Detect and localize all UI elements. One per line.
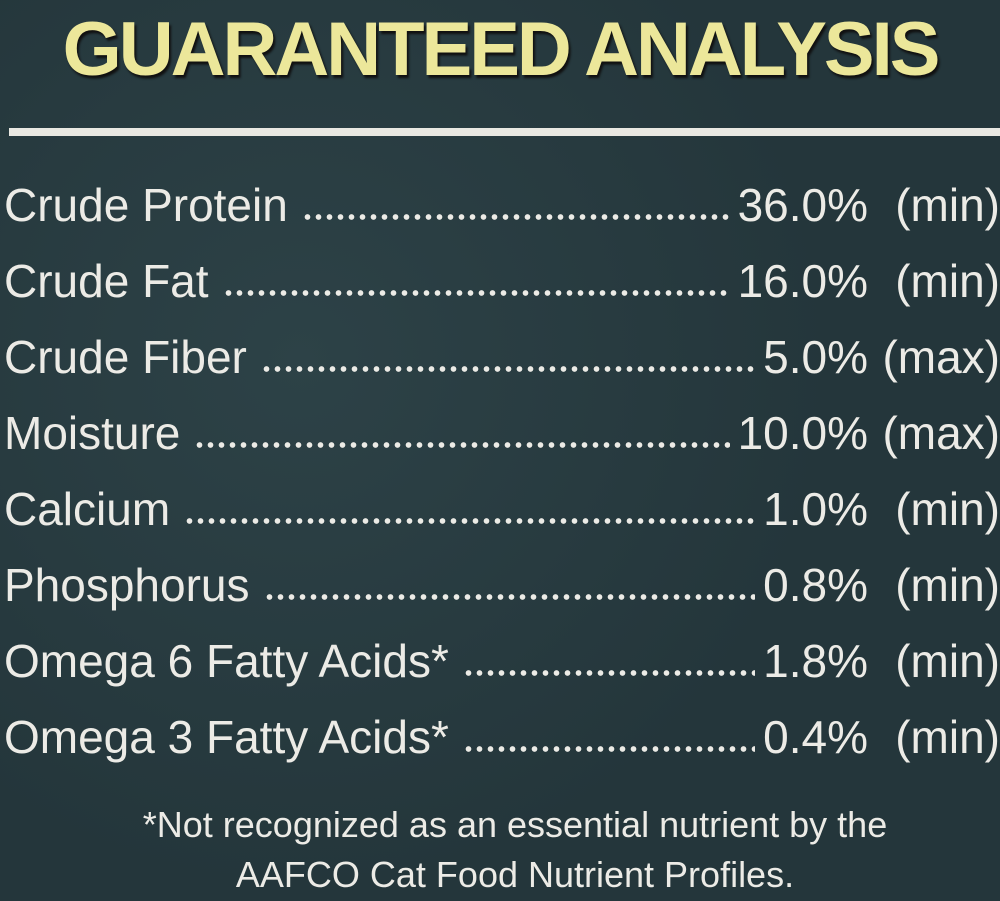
table-row: Crude Fat 16.0% (min) — [4, 254, 1000, 330]
leader-dots — [462, 745, 756, 753]
nutrient-unit: (max) — [882, 331, 1000, 383]
table-row: Omega 6 Fatty Acids* 1.8% (min) — [4, 634, 1000, 710]
nutrient-value: 10.0% — [737, 407, 868, 459]
leader-dots — [263, 593, 756, 601]
nutrient-name: Phosphorus — [4, 559, 250, 611]
leader-dots — [194, 441, 730, 449]
table-row: Phosphorus 0.8% (min) — [4, 558, 1000, 634]
leader-dots — [462, 669, 756, 677]
table-row: Crude Fiber 5.0% (max) — [4, 330, 1000, 406]
table-row: Omega 3 Fatty Acids* 0.4% (min) — [4, 710, 1000, 786]
leader-dots — [260, 365, 756, 373]
nutrient-name: Crude Fat — [4, 255, 209, 307]
nutrient-name: Crude Fiber — [4, 331, 247, 383]
leader-dots — [301, 213, 730, 221]
footnote-line: AAFCO Cat Food Nutrient Profiles. — [235, 854, 795, 895]
footnote-line: *Not recognized as an essential nutrient… — [142, 804, 888, 845]
nutrient-unit: (min) — [895, 179, 1000, 231]
nutrient-name: Moisture — [4, 407, 181, 459]
nutrient-unit: (max) — [882, 407, 1000, 459]
leader-dots — [222, 289, 730, 297]
table-row: Crude Protein 36.0% (min) — [4, 178, 1000, 254]
table-row: Calcium 1.0% (min) — [4, 482, 1000, 558]
divider — [9, 128, 1000, 136]
nutrient-unit: (min) — [895, 483, 1000, 535]
nutrient-value: 0.8% — [763, 559, 868, 611]
analysis-table: Crude Protein 36.0% (min) Crude Fat 16.0% (m… — [4, 178, 1000, 786]
leader-dots — [184, 517, 756, 525]
footnote: *Not recognized as an essential nutrient… — [0, 800, 1000, 900]
nutrient-value: 16.0% — [737, 255, 868, 307]
nutrient-value: 5.0% — [763, 331, 868, 383]
nutrient-unit: (min) — [895, 559, 1000, 611]
nutrient-name: Calcium — [4, 483, 171, 535]
nutrient-name: Crude Protein — [4, 179, 288, 231]
nutrient-value: 1.8% — [763, 635, 868, 687]
nutrient-name: Omega 3 Fatty Acids* — [4, 711, 449, 763]
nutrient-name: Omega 6 Fatty Acids* — [4, 635, 449, 687]
nutrient-value: 0.4% — [763, 711, 868, 763]
title-text: GUARANTEED ANALYSIS — [62, 7, 941, 92]
table-row: Moisture 10.0% (max) — [4, 406, 1000, 482]
nutrient-unit: (min) — [895, 255, 1000, 307]
nutrient-unit: (min) — [895, 711, 1000, 763]
nutrient-unit: (min) — [895, 635, 1000, 687]
page-title: GUARANTEED ANALYSIS — [0, 2, 1000, 98]
nutrient-value: 36.0% — [737, 179, 868, 231]
nutrient-value: 1.0% — [763, 483, 868, 535]
